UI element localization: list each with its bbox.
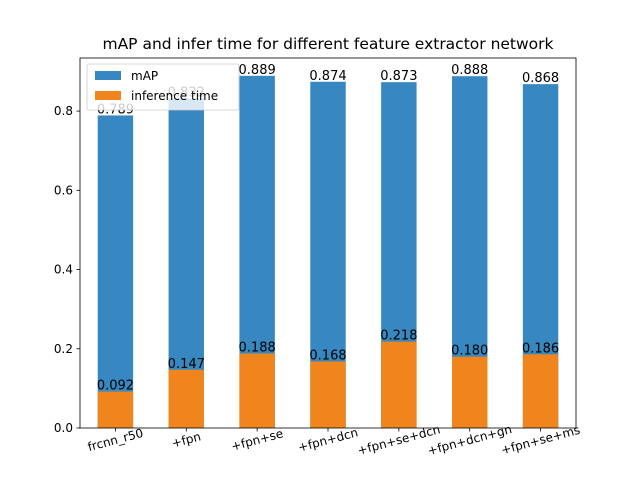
legend-swatch-map [95,71,121,80]
data-label-inference-time-6: 0.186 [522,341,559,356]
data-label-inference-time-1: 0.147 [168,357,205,372]
bar-inference-time-3 [310,361,346,428]
data-label-map-5: 0.888 [451,63,488,78]
bar-map-0 [97,115,134,428]
y-tick-label-0: 0.0 [54,421,73,435]
y-tick-label-1: 0.2 [54,342,73,356]
data-label-inference-time-5: 0.180 [451,344,488,359]
data-label-map-3: 0.874 [309,69,346,84]
bars-layer [97,75,559,429]
bar-inference-time-5 [452,356,488,428]
bar-inference-time-0 [97,391,134,428]
y-tick-label-4: 0.8 [54,104,73,118]
data-label-map-4: 0.873 [380,69,417,84]
bar-inference-time-6 [522,354,559,428]
x-tick-label-1: +fpn [170,429,202,450]
bar-inference-time-2 [239,353,275,428]
y-tick-label-2: 0.4 [54,263,73,277]
data-label-map-6: 0.868 [522,71,559,86]
data-label-inference-time-2: 0.188 [239,341,276,356]
legend-label-map: mAP [131,69,158,83]
legend-swatch-inference-time [95,91,121,100]
legend: mAP inference time [86,63,240,111]
data-label-inference-time-3: 0.168 [309,348,346,363]
data-label-inference-time-4: 0.218 [380,329,417,344]
chart-title: mAP and infer time for different feature… [102,35,553,53]
data-label-inference-time-0: 0.092 [97,379,134,394]
y-tick-label-3: 0.6 [54,183,73,197]
data-label-map-2: 0.889 [239,63,276,78]
bar-inference-time-4 [381,341,417,428]
bar-inference-time-1 [168,369,204,428]
legend-label-inference-time: inference time [131,89,218,103]
legend-box [86,63,240,111]
